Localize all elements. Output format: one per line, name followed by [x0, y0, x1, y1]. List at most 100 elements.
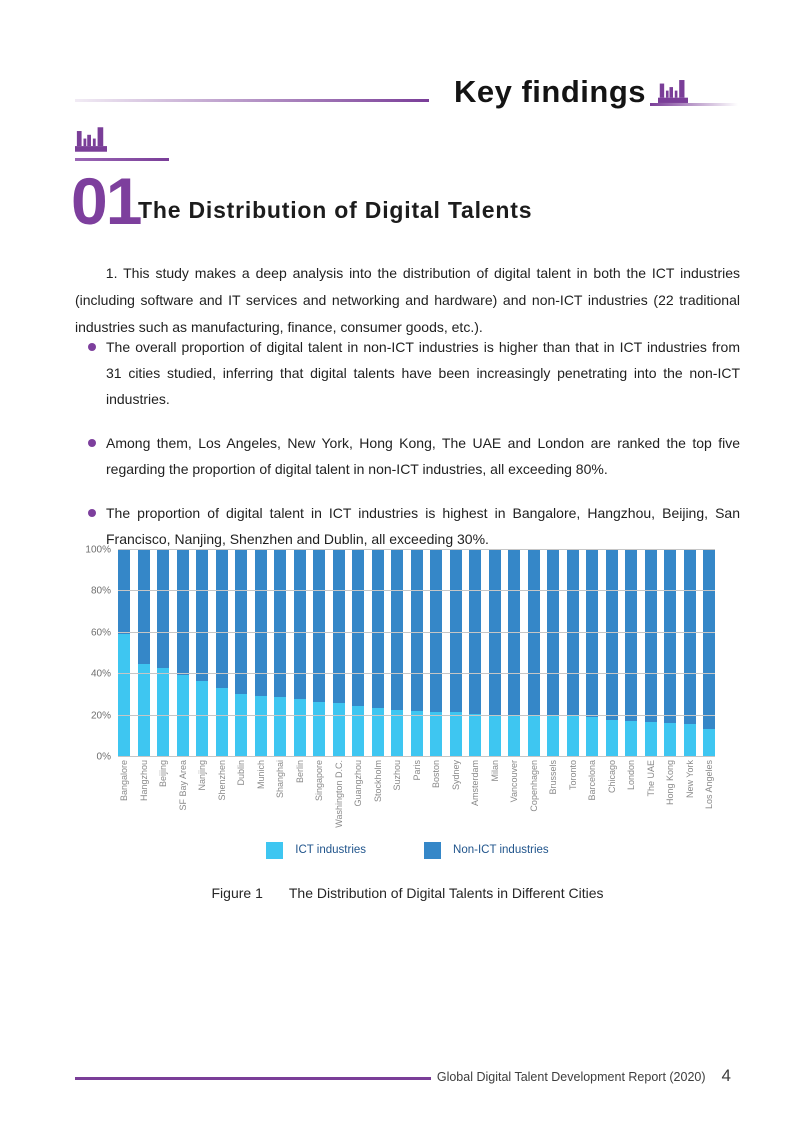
x-axis-label: The UAE — [645, 760, 657, 797]
x-axis-label-text: Los Angeles — [704, 760, 714, 810]
bar-segment-non-ict — [313, 550, 325, 703]
x-axis-label-text: Barcelona — [587, 760, 597, 801]
bar-segment-non-ict — [157, 550, 169, 668]
x-axis-label: Chicago — [606, 760, 618, 793]
bar-sydney — [449, 550, 462, 757]
bar-segment-ict — [293, 699, 306, 757]
x-axis-label: New York — [684, 760, 696, 798]
bar-nanjing — [196, 550, 208, 757]
chart-legend: ICT industries Non-ICT industries — [75, 841, 740, 859]
x-axis-label-text: Washington D.C. — [333, 760, 344, 828]
x-axis-label-text: Bangalore — [119, 760, 129, 802]
x-axis-label: Beijing — [157, 760, 169, 787]
bar-segment-ict — [605, 719, 618, 757]
x-axis-label-text: The UAE — [645, 760, 656, 797]
y-axis-tick-label: 100% — [85, 544, 111, 556]
x-axis-label: Suzhou — [391, 760, 403, 791]
bullet-dot-icon — [88, 509, 96, 517]
bar-hong-kong — [664, 550, 676, 757]
x-axis-label: Amsterdam — [469, 760, 481, 806]
x-axis-label: Bangalore — [118, 760, 130, 801]
x-axis-label: Brussels — [547, 760, 559, 795]
bar-munich — [254, 550, 267, 757]
x-axis-label-text: Nanjing — [197, 760, 207, 791]
bar-segment-ict — [683, 723, 696, 757]
bar-segment-ict — [469, 713, 481, 757]
x-axis-label-text: SF Bay Area — [177, 760, 188, 811]
x-axis-label: Barcelona — [586, 760, 598, 801]
bar-segment-ict — [313, 702, 325, 757]
gridline — [118, 549, 715, 550]
intro-paragraph: 1. This study makes a deep analysis into… — [75, 265, 740, 335]
bar-berlin — [293, 550, 306, 757]
bullet-dot-icon — [88, 343, 96, 351]
bar-barcelona — [586, 550, 598, 757]
bar-vancouver — [508, 550, 520, 757]
footer-rule — [75, 1077, 431, 1080]
x-axis-label-text: Amsterdam — [470, 760, 480, 807]
header-rule-right — [650, 103, 738, 106]
bar-segment-non-ict — [410, 550, 423, 712]
bar-segment-ict — [449, 712, 462, 757]
gridline — [118, 673, 715, 675]
bar-milan — [488, 550, 501, 757]
skyline-icon — [658, 80, 688, 103]
footer: Global Digital Talent Development Report… — [437, 1066, 731, 1086]
bar-segment-ict — [488, 714, 501, 757]
section-title: The Distribution of Digital Talents — [138, 197, 533, 223]
bar-segment-non-ict — [293, 550, 306, 700]
bar-segment-ict — [215, 687, 228, 757]
x-axis-label: Stockholm — [372, 760, 384, 802]
x-axis-label-text: New York — [684, 760, 695, 799]
bar-segment-non-ict — [332, 550, 345, 704]
bullet-text: The overall proportion of digital talent… — [106, 339, 740, 407]
list-item: The overall proportion of digital talent… — [75, 334, 740, 412]
bar-segment-non-ict — [274, 550, 286, 697]
bar-the-uae — [644, 550, 657, 757]
bar-segment-ict — [176, 675, 189, 757]
bar-segment-non-ict — [371, 550, 384, 709]
bar-segment-ict — [391, 710, 403, 757]
list-item: Among them, Los Angeles, New York, Hong … — [75, 430, 740, 482]
legend-label: ICT industries — [295, 844, 367, 857]
page-title: Key findings — [454, 74, 647, 109]
bar-stockholm — [371, 550, 384, 757]
bar-segment-ict — [703, 729, 715, 757]
x-axis-label-text: Toronto — [567, 760, 578, 791]
bar-segment-ict — [332, 703, 345, 757]
x-axis-label: Shanghai — [274, 760, 286, 798]
x-axis-label-text: Munich — [255, 760, 266, 790]
figure-1-chart: 0% 20% 40% 60% 80% 100% Bangalore Hangzhou Beij… — [75, 545, 740, 901]
bar-suzhou — [391, 550, 403, 757]
x-axis-label-text: Milan — [489, 760, 500, 782]
x-axis-label: Shenzhen — [216, 760, 228, 801]
bar-segment-ict — [625, 720, 637, 757]
chart-x-axis-labels: Bangalore Hangzhou Beijing SF Bay Area Nanji… — [118, 760, 715, 828]
bar-london — [625, 550, 637, 757]
figure-caption-text: The Distribution of Digital Talents in D… — [288, 884, 604, 901]
x-axis-label-text: Stockholm — [372, 760, 383, 803]
y-axis-tick-label: 40% — [90, 668, 111, 680]
y-axis-tick-label: 60% — [90, 627, 111, 639]
bar-segment-non-ict — [235, 550, 247, 694]
x-axis-label: Washington D.C. — [333, 760, 345, 828]
x-axis-label-text: Paris — [411, 760, 422, 781]
gridline — [118, 714, 715, 716]
x-axis-label-text: Copenhagen — [528, 760, 539, 812]
bar-shanghai — [274, 550, 286, 757]
x-axis-label-text: Vancouver — [509, 760, 519, 803]
y-axis-tick-label: 80% — [90, 585, 111, 597]
x-axis-label: Milan — [489, 760, 501, 782]
bar-segment-ict — [527, 715, 540, 757]
legend-swatch — [266, 841, 284, 859]
bullet-dot-icon — [88, 439, 96, 447]
bar-bangalore — [118, 550, 130, 757]
bar-segment-ict — [508, 714, 520, 757]
bar-toronto — [566, 550, 579, 757]
x-axis-label-text: Shenzhen — [216, 760, 227, 801]
bar-segment-ict — [371, 708, 384, 757]
bullet-text: Among them, Los Angeles, New York, Hong … — [106, 435, 740, 477]
x-axis-label: London — [625, 760, 637, 790]
x-axis-label: Berlin — [294, 760, 306, 783]
